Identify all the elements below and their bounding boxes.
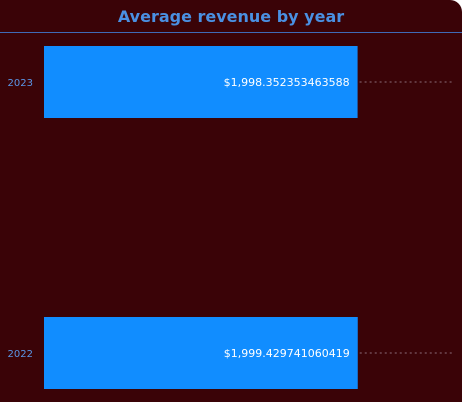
tick-label-2023: 2023: [8, 78, 33, 89]
tick-label-2022: 2022: [8, 349, 33, 360]
data-label-2022: $1,999.429741060419: [224, 347, 350, 360]
data-label-2023: $1,998.352353463588: [224, 76, 350, 89]
